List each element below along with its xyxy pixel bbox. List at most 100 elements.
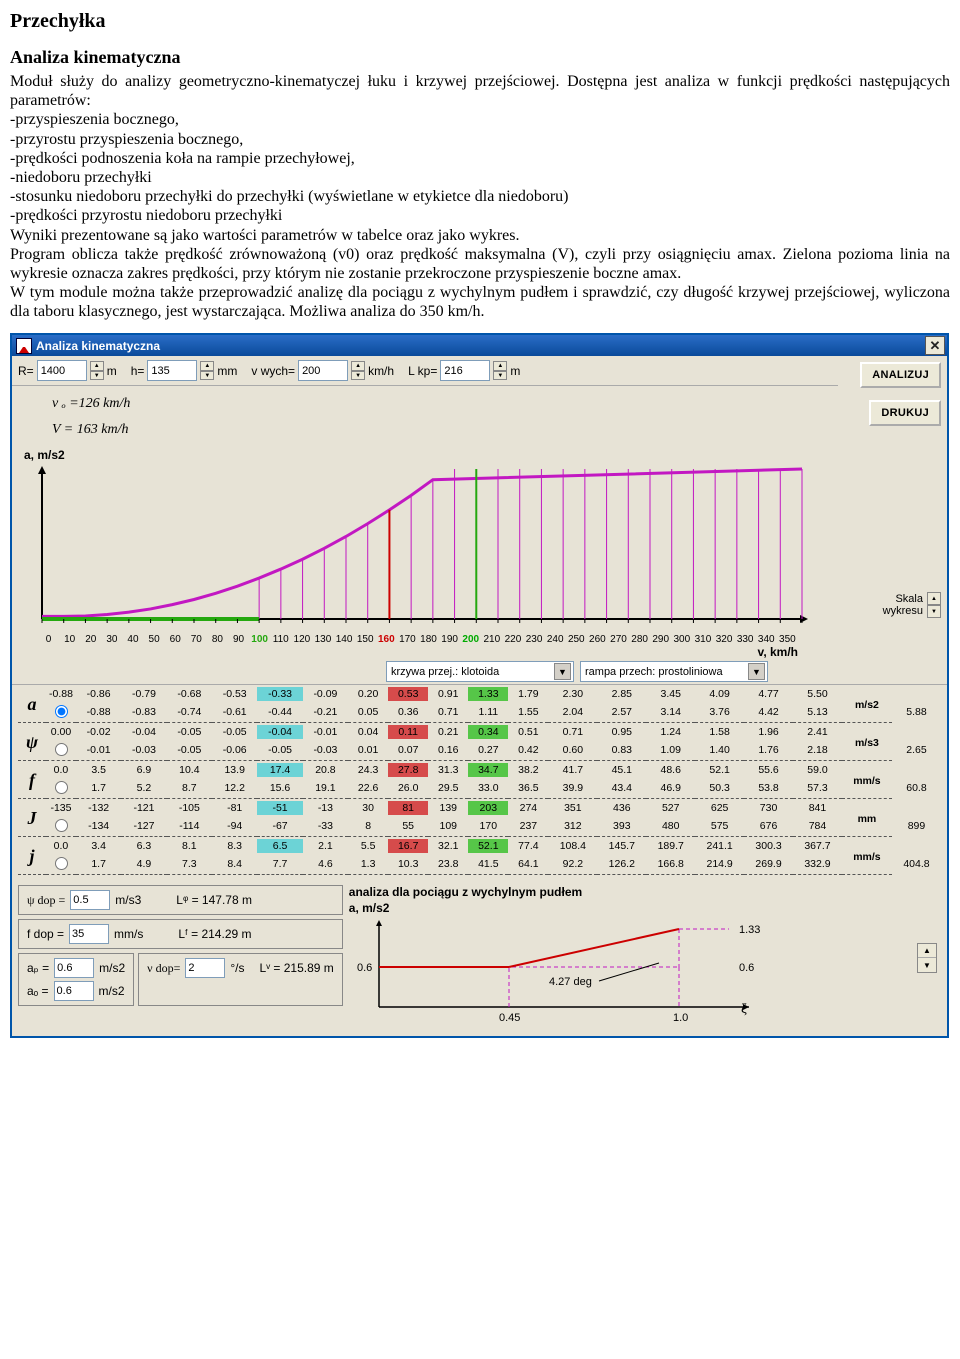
x-tick: 330: [735, 634, 756, 645]
spinner-Lkp[interactable]: ▲▼: [493, 361, 507, 380]
cell: 166.8: [646, 853, 695, 875]
cell: 46.9: [646, 777, 695, 799]
cell: 1.76: [744, 739, 793, 761]
window-title: Analiza kinematyczna: [36, 339, 160, 353]
spinner-R[interactable]: ▲▼: [90, 361, 104, 380]
dropdown-rampa[interactable]: rampa przech: prostoliniowa ▼: [580, 661, 768, 682]
cell: 39.9: [548, 777, 597, 799]
input-vwych[interactable]: [298, 360, 348, 381]
cell: 50.3: [695, 777, 744, 799]
cell: 0.05: [348, 701, 388, 723]
cell: 31.3: [428, 763, 468, 777]
input-Lkp[interactable]: [440, 360, 490, 381]
cell: 4.77: [744, 687, 793, 701]
dropdown-krzywa[interactable]: krzywa przej.: klotoida ▼: [386, 661, 574, 682]
cell: 480: [646, 815, 695, 837]
row-radio[interactable]: [55, 705, 68, 718]
cell: 36.5: [508, 777, 548, 799]
cell: -0.33: [257, 687, 302, 701]
cell: -0.05: [167, 725, 212, 739]
row-radio[interactable]: [55, 743, 68, 756]
psi-dop-unit: m/s3: [115, 893, 141, 907]
close-button[interactable]: ✕: [925, 336, 945, 355]
cell: 19.1: [303, 777, 348, 799]
cell: -134: [76, 815, 121, 837]
cell: 7.7: [257, 853, 302, 875]
param-box-psi: ψ dop = m/s3 Lᵠ = 147.78 m: [18, 885, 343, 915]
cell: 237: [508, 815, 548, 837]
tilt-title: analiza dla pociągu z wychylnym pudłem: [349, 885, 911, 899]
f-dop-label: f dop =: [27, 927, 64, 941]
L-psi: Lᵠ = 147.78 m: [176, 893, 252, 907]
input-h[interactable]: [147, 360, 197, 381]
ap-input[interactable]: [54, 958, 94, 978]
x-tick: 340: [756, 634, 777, 645]
vertical-scroll[interactable]: ▲▼: [917, 943, 937, 973]
x-tick: 270: [608, 634, 629, 645]
cell: 126.2: [597, 853, 646, 875]
cell: 2.30: [548, 687, 597, 701]
cell: 6.3: [121, 839, 166, 853]
dropdown-krzywa-value: krzywa przej.: klotoida: [391, 666, 499, 678]
svg-text:0.6: 0.6: [739, 962, 754, 974]
label-vwych: v wych=: [251, 364, 295, 378]
cell: 5.5: [348, 839, 388, 853]
x-tick: 90: [228, 634, 249, 645]
cell: 1.40: [695, 739, 744, 761]
svg-text:1.33: 1.33: [739, 924, 760, 936]
ao-input[interactable]: [54, 981, 94, 1001]
psi-dop-label: ψ dop =: [27, 893, 65, 908]
cell: 77.4: [508, 839, 548, 853]
cell: 52.1: [468, 839, 508, 853]
row-radio[interactable]: [55, 857, 68, 870]
spinner-h[interactable]: ▲▼: [200, 361, 214, 380]
x-tick: 120: [291, 634, 312, 645]
spinner-vwych[interactable]: ▲▼: [351, 361, 365, 380]
cell: 1.7: [76, 853, 121, 875]
V-readout: V = 163 km/h: [52, 422, 828, 438]
label-Lkp: L kp=: [408, 364, 437, 378]
cell: 312: [548, 815, 597, 837]
cell: 38.2: [508, 763, 548, 777]
cell: 57.3: [793, 777, 842, 799]
bottom-zone: ψ dop = m/s3 Lᵠ = 147.78 m f dop = mm/s …: [12, 879, 947, 1036]
doc-p3: Program oblicza także prędkość zrównoważ…: [10, 246, 950, 282]
param-box-vdop: ν dop= °/s Lᵛ = 215.89 m: [138, 953, 343, 1006]
cell: 17.4: [257, 763, 302, 777]
input-R[interactable]: [37, 360, 87, 381]
row-radio[interactable]: [55, 819, 68, 832]
y-axis-label: a, m/s2: [24, 448, 828, 462]
cell: 12.2: [212, 777, 257, 799]
unit-R: m: [107, 364, 117, 378]
cell: 139: [428, 801, 468, 815]
L-f: Lᶠ = 214.29 m: [178, 927, 251, 941]
f-dop-input[interactable]: [69, 924, 109, 944]
x-tick: 60: [165, 634, 186, 645]
cell: 52.1: [695, 763, 744, 777]
cell: 4.6: [303, 853, 348, 875]
cell: 1.7: [76, 777, 121, 799]
row-head: j: [18, 839, 46, 875]
cell: 55: [388, 815, 428, 837]
cell: 170: [468, 815, 508, 837]
cell: 300.3: [744, 839, 793, 853]
cell: 0.07: [388, 739, 428, 761]
cell: -0.61: [212, 701, 257, 723]
chevron-down-icon: ▼: [748, 663, 765, 680]
doc-bullet: -przyspieszenia bocznego,: [10, 111, 179, 128]
vdop-input[interactable]: [185, 958, 225, 978]
unit-Lkp: m: [510, 364, 520, 378]
cell: 393: [597, 815, 646, 837]
cell: 274: [508, 801, 548, 815]
label-h: h=: [131, 364, 145, 378]
x-tick: 300: [671, 634, 692, 645]
cell: -0.05: [167, 739, 212, 761]
cell: 8.7: [167, 777, 212, 799]
cell: 0.95: [597, 725, 646, 739]
analizuj-button[interactable]: ANALIZUJ: [860, 362, 941, 388]
cell: 2.57: [597, 701, 646, 723]
skala-spinner[interactable]: ▲▼: [927, 592, 941, 618]
psi-dop-input[interactable]: [70, 890, 110, 910]
drukuj-button[interactable]: DRUKUJ: [869, 400, 941, 426]
row-radio[interactable]: [55, 781, 68, 794]
